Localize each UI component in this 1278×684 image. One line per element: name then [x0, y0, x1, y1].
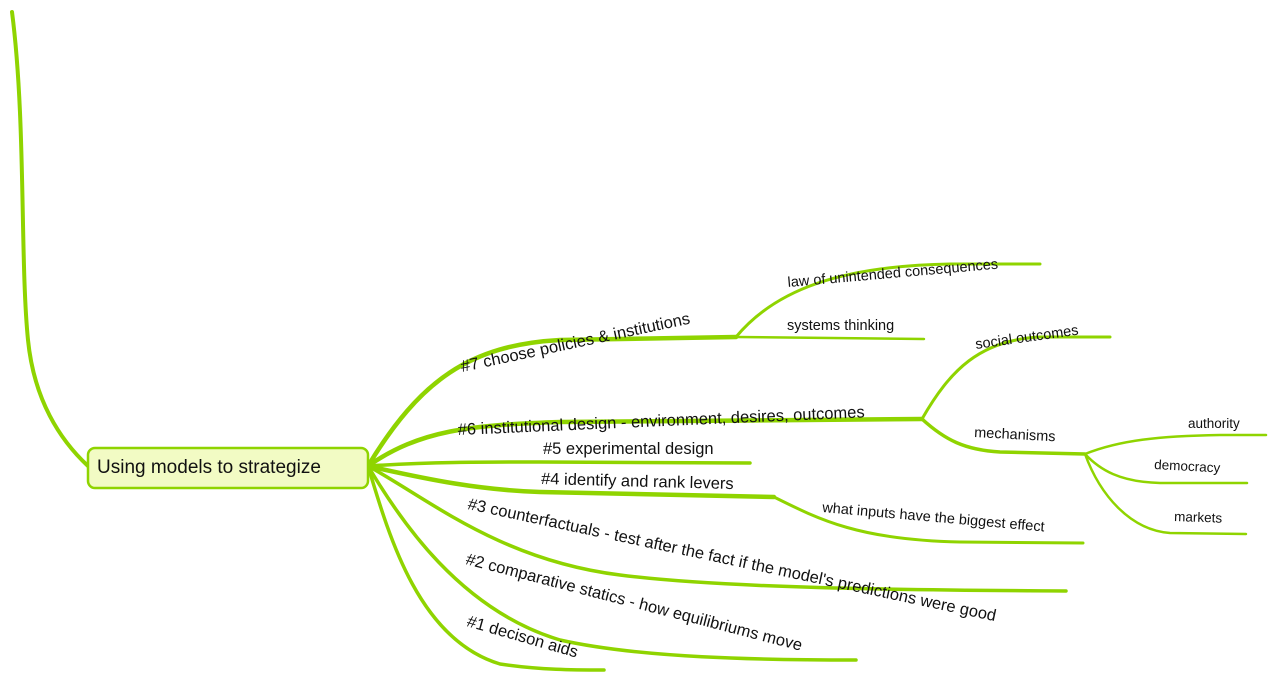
branch-line-2 [366, 464, 858, 662]
branch-line-1 [366, 464, 606, 672]
branch-label-4[interactable]: #4 identify and rank levers [541, 470, 734, 493]
central-topic-label: Using models to strategize [97, 457, 321, 478]
branch-line-7-2 [734, 335, 926, 341]
branch-label-7[interactable]: #7 choose policies & institutions [459, 310, 692, 376]
branch-label-7-1[interactable]: law of unintended consequences [787, 257, 999, 291]
parent-connector [10, 10, 90, 468]
branch-line-6 [365, 416, 925, 469]
branch-label-6-2-2[interactable]: democracy [1154, 457, 1221, 475]
branch-label-6-2-1[interactable]: authority [1188, 416, 1240, 431]
central-topic[interactable]: Using models to strategize [86, 446, 370, 490]
branch-line-6-2-1 [1083, 433, 1268, 456]
branch-line-6-2-2 [1083, 452, 1249, 485]
branch-label-5[interactable]: #5 experimental design [543, 440, 714, 458]
central-topic-box [86, 446, 370, 490]
branch-line-6-1 [920, 335, 1112, 421]
branch-line-6-2 [920, 417, 1087, 456]
branch-line-7 [365, 334, 739, 469]
branch-line-4-1 [772, 495, 1085, 545]
branch-label-1[interactable]: #1 decison aids [465, 613, 580, 662]
branch-label-6-1[interactable]: social outcomes [974, 323, 1079, 353]
branch-line-3 [366, 464, 1068, 593]
branch-label-7-2[interactable]: systems thinking [787, 318, 894, 334]
branch-label-6-2-3[interactable]: markets [1174, 509, 1223, 526]
branch-line-4 [365, 463, 777, 500]
branch-label-6-2[interactable]: mechanisms [974, 425, 1056, 445]
branch-line-7-1 [734, 262, 1042, 339]
branch-line-6-2-3 [1083, 452, 1248, 536]
branch-line-5 [366, 460, 752, 468]
branch-label-6[interactable]: #6 institutional design - environment, d… [457, 403, 865, 439]
